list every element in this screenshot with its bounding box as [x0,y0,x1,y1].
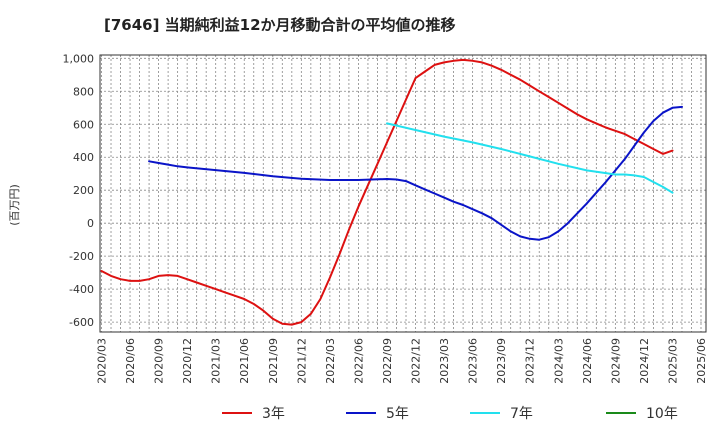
x-tick-label: 2021/12 [295,338,308,384]
grid [100,55,706,332]
legend-label-0: 3年 [262,406,285,422]
x-tick-label: 2025/06 [695,338,708,384]
y-axis-ticks: -600 -400 -200 0 200 400 600 800 1,000 [63,52,95,329]
plot-area [99,54,707,333]
legend-label-1: 5年 [386,406,409,422]
x-tick-label: 2023/06 [467,338,480,384]
x-tick-label: 2021/03 [210,338,223,384]
x-tick-label: 2020/06 [124,338,137,384]
y-tick-label: -600 [69,316,94,329]
series-lines [100,58,683,326]
x-tick-label: 2021/09 [267,338,280,384]
y-axis-label: (百万円) [8,184,21,226]
x-tick-label: 2022/09 [381,338,394,384]
x-tick-label: 2024/03 [552,338,565,384]
y-tick-label: 0 [87,217,94,230]
x-tick-label: 2020/12 [181,338,194,384]
x-tick-label: 2025/03 [666,338,679,384]
y-tick-label: 600 [73,118,94,131]
y-tick-label: -400 [69,283,94,296]
x-tick-label: 2022/03 [324,338,337,384]
x-tick-label: 2024/09 [609,338,622,384]
y-tick-label: 800 [73,85,94,98]
y-tick-label: 200 [73,184,94,197]
series-line-0 [100,58,674,326]
x-tick-label: 2022/12 [410,338,423,384]
x-tick-label: 2023/12 [524,338,537,384]
x-tick-label: 2021/06 [238,338,251,384]
y-tick-label: 400 [73,151,94,164]
x-tick-label: 2020/09 [153,338,166,384]
x-tick-label: 2023/03 [438,338,451,384]
x-axis-ticks: 2020/03 2020/06 2020/09 2020/12 2021/03 2021/… [96,338,709,384]
x-tick-label: 2024/12 [638,338,651,384]
legend-label-2: 7年 [510,406,533,422]
x-tick-label: 2020/03 [96,338,109,384]
series-line-1 [148,105,683,241]
series-line-2 [386,122,674,194]
x-tick-label: 2022/06 [352,338,365,384]
legend-label-3: 10年 [646,406,678,422]
x-tick-label: 2023/09 [495,338,508,384]
legend: 3年 5年 7年 10年 [222,406,678,422]
chart-title: [7646] 当期純利益12か月移動合計の平均値の推移 [104,16,456,34]
y-tick-label: -200 [69,250,94,263]
y-tick-label: 1,000 [63,52,95,65]
x-tick-label: 2024/06 [581,338,594,384]
